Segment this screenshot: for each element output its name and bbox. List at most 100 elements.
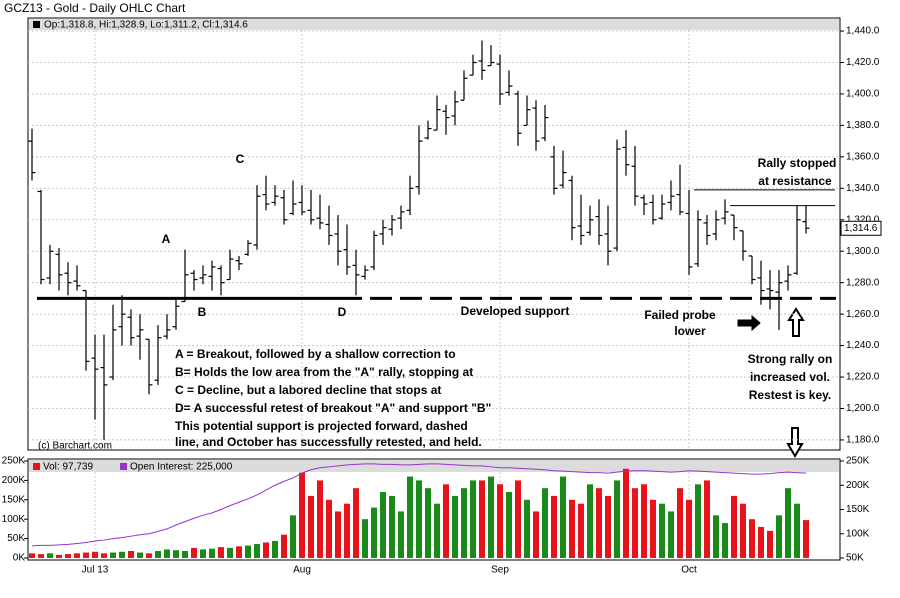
last-price-label: 1,314.6 [844, 223, 878, 234]
volume-bar [569, 499, 575, 558]
volume-bar [47, 553, 53, 558]
quote: Op:1,318.8, Hi:1,328.9, Lo:1,311.2, Cl:1… [44, 20, 248, 31]
y-tick-label: 1,260.0 [846, 309, 880, 320]
volume-bar [434, 503, 440, 558]
volume-bar [218, 547, 224, 558]
annotation: lower [674, 324, 706, 338]
y-tick-label: 1,340.0 [846, 183, 880, 194]
volume-bar [371, 507, 377, 558]
volume-bar [515, 480, 521, 558]
volume-bar [704, 480, 710, 558]
volume-tick-label: 200K [2, 475, 26, 486]
volume-bar [398, 511, 404, 558]
volume-bar [695, 484, 701, 558]
volume-bar [767, 530, 773, 558]
chart-title: GCZ13 - Gold - Daily OHLC Chart [4, 1, 186, 15]
annotation: Strong rally on [748, 352, 833, 366]
volume-tick-label: 250K [2, 456, 26, 467]
volume-bar [119, 551, 125, 558]
volume-bar [740, 503, 746, 558]
volume-bar [650, 499, 656, 558]
volume-legend-strip [29, 460, 839, 472]
volume-bar [110, 552, 116, 558]
y-tick-label: 1,440.0 [846, 26, 880, 37]
arrows [737, 307, 805, 458]
annotation: This potential support is projected forw… [175, 419, 468, 433]
annotation: line, and October has successfully retes… [175, 435, 482, 449]
volume-tick-label: 50K [7, 533, 25, 544]
oi-tick-label: 150K [846, 504, 870, 515]
y-tick-label: 1,300.0 [846, 246, 880, 257]
annotation: Failed probe [644, 308, 716, 322]
volume-bar [128, 551, 134, 558]
x-tick-label: Sep [491, 565, 509, 576]
volume-bar [560, 476, 566, 558]
annotation: Developed support [461, 304, 570, 318]
x-tick-label: Aug [293, 565, 311, 576]
x-tick-label: Jul 13 [82, 565, 109, 576]
y-tick-label: 1,360.0 [846, 152, 880, 163]
volume-bar [308, 495, 314, 558]
annotation: Restest is key. [749, 388, 832, 402]
volume-bar [461, 488, 467, 558]
volume-tick-label: 150K [2, 494, 26, 505]
y-tick-label: 1,180.0 [846, 435, 880, 446]
quote-strip [29, 19, 839, 30]
volume-bar [389, 495, 395, 558]
volume-bar [758, 526, 764, 558]
oi-tick-label: 50K [846, 553, 864, 564]
volume-bar [326, 499, 332, 558]
x-tick-label: Oct [681, 565, 697, 576]
y-tick-label: 1,380.0 [846, 120, 880, 131]
volume-bar [785, 488, 791, 558]
volume-bar [74, 553, 80, 558]
volume-bar [191, 547, 197, 558]
annotation: D= A successful retest of breakout "A" a… [175, 401, 491, 415]
volume-bar [182, 551, 188, 558]
annotation: D [338, 305, 347, 319]
volume-bar [29, 553, 35, 558]
volume-bar [155, 551, 161, 558]
volume-bar [407, 476, 413, 558]
annotation: C [236, 152, 245, 166]
volume-bar [92, 551, 98, 558]
volume-bar [578, 503, 584, 558]
volume-bar [497, 484, 503, 558]
annotation: C = Decline, but a labored decline that … [175, 383, 441, 397]
annotation: increased vol. [750, 370, 830, 384]
volume-bar [353, 488, 359, 558]
volume-bar [794, 503, 800, 558]
volume-bar [776, 515, 782, 558]
volume-bar [533, 511, 539, 558]
price-panel [27, 17, 841, 451]
volume-bar [632, 488, 638, 558]
y-tick-label: 1,220.0 [846, 372, 880, 383]
y-tick-label: 1,400.0 [846, 89, 880, 100]
annotation: at resistance [758, 174, 832, 188]
volume-bar [641, 484, 647, 558]
volume-bar [83, 552, 89, 558]
volume-tick-label: 100K [2, 514, 26, 525]
volume-bar [686, 499, 692, 558]
source: (c) Barchart.com [38, 441, 112, 452]
annotation: B= Holds the low area from the "A" rally… [175, 365, 473, 379]
annotation: B [198, 305, 207, 319]
volume-bar [272, 540, 278, 558]
volume-bar [416, 480, 422, 558]
volume-bar [605, 495, 611, 558]
volume-bar [281, 534, 287, 558]
volume-bar [542, 488, 548, 558]
volume-bar [290, 515, 296, 558]
volume-bar [587, 484, 593, 558]
volume-bar [56, 554, 62, 558]
annotation: A = Breakout, followed by a shallow corr… [175, 347, 456, 361]
y-tick-label: 1,320.0 [846, 214, 880, 225]
volume-bar [137, 552, 143, 558]
volume-bar [488, 476, 494, 558]
arrow-right [737, 314, 761, 332]
volume-bar [623, 468, 629, 558]
volume-bar [596, 488, 602, 558]
volume-bar [479, 480, 485, 558]
volume-bar [65, 554, 71, 558]
